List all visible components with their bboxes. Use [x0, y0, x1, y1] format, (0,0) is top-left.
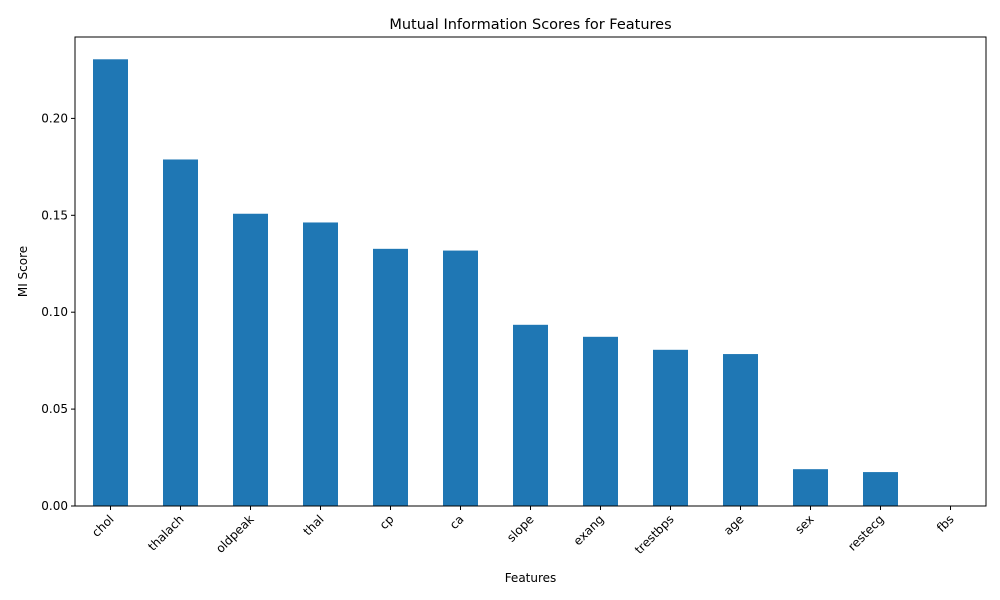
bar-sex — [793, 469, 828, 506]
y-tick-label: 0.00 — [41, 499, 68, 513]
bar-trestbps — [653, 349, 688, 506]
x-tick-label: thal — [300, 512, 326, 538]
x-tick-label: sex — [792, 512, 816, 536]
x-tick-label: cp — [377, 512, 397, 532]
bar-thalach — [163, 159, 198, 507]
bar-chol — [93, 59, 128, 506]
bar-restecg — [863, 472, 898, 506]
x-axis-ticks: chol thalach oldpeak thal cp ca slope exang tres… — [89, 506, 957, 557]
x-tick-label: ca — [447, 512, 467, 532]
bar-slope — [513, 324, 548, 506]
y-tick-label: 0.10 — [41, 305, 68, 319]
bar-ca — [443, 250, 478, 506]
bar-thal — [303, 222, 338, 506]
chart-title: Mutual Information Scores for Features — [389, 17, 671, 33]
bar-exang — [583, 336, 618, 506]
x-tick-label: slope — [504, 512, 536, 544]
bars-group — [93, 59, 898, 507]
x-tick-label: exang — [571, 512, 607, 548]
x-tick-label: fbs — [934, 512, 957, 535]
x-tick-label: chol — [89, 512, 116, 539]
y-axis-ticks: 0.00 0.05 0.10 0.15 0.20 — [41, 111, 75, 513]
x-tick-label: trestbps — [632, 512, 677, 557]
bar-cp — [373, 248, 408, 506]
y-axis-title: MI Score — [16, 246, 30, 297]
plot-frame — [74, 36, 987, 507]
bar-oldpeak — [233, 213, 268, 506]
x-tick-label: oldpeak — [213, 512, 257, 556]
y-tick-label: 0.20 — [41, 111, 68, 125]
x-axis-title: Features — [505, 571, 557, 585]
x-tick-label: restecg — [845, 512, 886, 553]
bar-age — [723, 354, 758, 506]
y-tick-label: 0.05 — [41, 402, 68, 416]
x-tick-label: age — [721, 512, 747, 538]
x-tick-label: thalach — [145, 512, 186, 553]
y-tick-label: 0.15 — [41, 208, 68, 222]
